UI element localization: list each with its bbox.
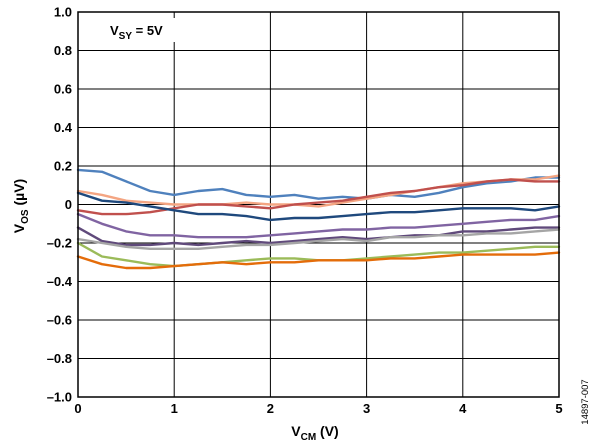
x-tick-label: 2 xyxy=(267,401,274,416)
series-line-6 xyxy=(76,226,561,247)
x-axis-label: VCM (V) xyxy=(291,423,338,443)
y-tick-label: 1.0 xyxy=(54,5,72,20)
x-tick-labels: 0 1 2 3 4 5 xyxy=(74,401,562,416)
y-tick-label: –0.8 xyxy=(47,351,72,366)
x-tick-label: 1 xyxy=(171,401,178,416)
y-tick-label: –0.2 xyxy=(47,236,72,251)
x-tick-label: 4 xyxy=(459,401,467,416)
y-tick-label: 0 xyxy=(65,197,72,212)
series-line-4 xyxy=(76,191,561,222)
x-tick-label: 0 xyxy=(74,401,81,416)
series-line-9 xyxy=(76,251,561,270)
series-lines xyxy=(76,168,561,270)
y-axis-label: VOS (µV) xyxy=(11,179,31,233)
y-tick-labels: 1.0 0.8 0.6 0.4 0.2 0 –0.2 –0.4 –0.6 –0.8 –1.0 xyxy=(47,5,73,405)
y-tick-label: 0.6 xyxy=(54,82,72,97)
annotation-background xyxy=(106,18,188,42)
figure-id: 14897-007 xyxy=(580,379,591,424)
y-tick-label: –0.4 xyxy=(47,274,73,289)
series-line-7 xyxy=(76,228,561,251)
annotation-vsy: VSY = 5V xyxy=(110,23,163,42)
x-tick-label: 3 xyxy=(363,401,370,416)
y-tick-label: 0.4 xyxy=(54,120,73,135)
y-tick-label: 0.8 xyxy=(54,43,72,58)
grid-lines xyxy=(77,11,560,398)
x-tick-label: 5 xyxy=(555,401,562,416)
y-tick-label: –1.0 xyxy=(47,390,72,405)
series-line-1 xyxy=(76,168,561,200)
plot-frame xyxy=(77,11,560,398)
series-line-3 xyxy=(76,178,561,216)
y-tick-label: –0.6 xyxy=(47,313,72,328)
series-line-5 xyxy=(76,212,561,239)
y-tick-label: 0.2 xyxy=(54,159,72,174)
